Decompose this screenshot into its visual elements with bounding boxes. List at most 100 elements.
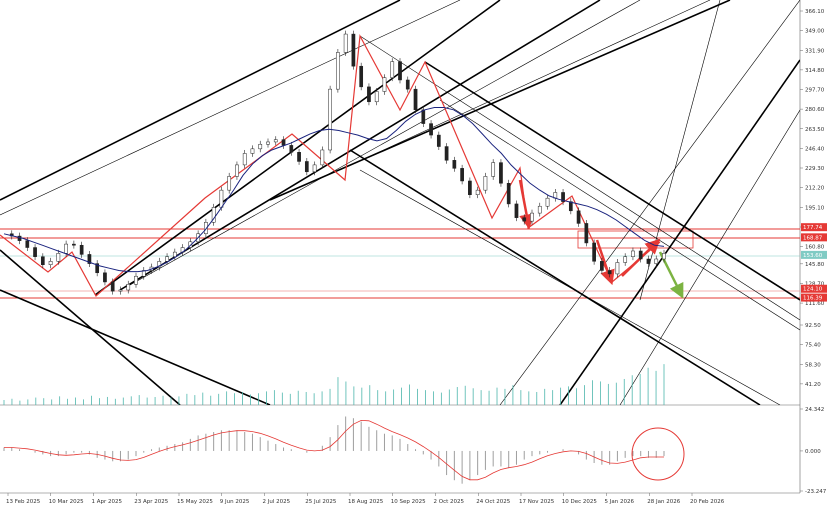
candle-body: [390, 61, 395, 78]
price-axis-label: 195.10: [805, 205, 825, 211]
oscillator-highlight-circle: [631, 427, 685, 481]
price-tag-label: 124.10: [803, 287, 823, 293]
candles: [9, 30, 666, 295]
price-tag-box: [801, 293, 827, 302]
date-axis-label: 2 Oct 2025: [434, 499, 465, 505]
date-axis-label: 9 Jun 2025: [220, 499, 250, 505]
candle-body: [568, 201, 573, 212]
price-axis-label: 145.80: [805, 262, 825, 268]
candle-body: [491, 162, 496, 177]
candle-body: [561, 192, 565, 202]
price-tags: 177.74 168.87 153.60 124.10 116.39: [801, 223, 827, 302]
price-tag-label: 177.74: [803, 225, 823, 231]
candle-body: [211, 207, 216, 223]
candle-body: [17, 235, 22, 241]
price-axis-label: 75.40: [805, 343, 821, 349]
price-axis-label: 111.60: [805, 301, 825, 307]
price-axis-label: 263.50: [805, 127, 825, 133]
candle-body: [654, 258, 659, 264]
price-axis-label: 92.50: [805, 323, 821, 329]
candle-body: [157, 261, 162, 268]
oscillator-axis-label: 0.000: [805, 449, 821, 455]
price-axis-label: 331.90: [805, 48, 825, 54]
candle-body: [312, 164, 317, 173]
date-axis-label: 5 Jan 2026: [605, 499, 635, 505]
resistance-zone-box[interactable]: [577, 230, 694, 249]
candle-body: [258, 143, 263, 150]
candle-body: [475, 189, 480, 195]
date-axis-label: 28 Jan 2026: [647, 499, 680, 505]
date-axis-label: 24 Oct 2025: [476, 499, 511, 505]
candle-body: [592, 242, 596, 262]
candle-body: [172, 251, 177, 257]
candle-body: [623, 256, 628, 263]
price-tag-box: [801, 233, 827, 242]
oscillator-panel[interactable]: 24.342 0.000 -23.247: [3, 407, 827, 495]
candle-body: [413, 88, 418, 111]
date-axis-label: 17 Nov 2025: [519, 499, 555, 505]
candle-body: [95, 263, 100, 274]
date-axis-label: 25 Jul 2025: [305, 499, 337, 505]
price-axis-label: 128.70: [805, 281, 825, 287]
candle-body: [429, 123, 433, 136]
candle-body: [638, 250, 643, 260]
price-tag-box: [801, 250, 827, 259]
candle-body: [56, 253, 61, 262]
candle-body: [126, 284, 131, 291]
candle-body: [118, 289, 123, 292]
candle-body: [483, 176, 488, 191]
candle-body: [281, 139, 286, 146]
candle-body: [266, 141, 270, 145]
candle-body: [72, 243, 76, 246]
price-axis-label: 160.80: [805, 245, 825, 251]
oscillator-axis: 24.342 0.000 -23.247: [800, 407, 827, 495]
candle-body: [436, 134, 441, 147]
price-axis-label: 212.20: [805, 186, 825, 192]
price-axis: 366.10 349.00 331.90 314.80 297.70 280.60 263.…: [800, 9, 825, 388]
candle-body: [250, 148, 255, 154]
price-panel[interactable]: [0, 0, 800, 405]
price-axis-label: 246.40: [805, 146, 825, 152]
candle-body: [48, 261, 53, 265]
candle-body: [405, 79, 410, 90]
moving-average-line: [3, 107, 665, 273]
candle-body: [444, 146, 449, 161]
candle-body: [398, 61, 402, 81]
candle-body: [79, 244, 84, 255]
date-axis-label: 15 May 2025: [177, 499, 213, 505]
price-tag-label: 168.87: [803, 235, 823, 241]
candle-body: [631, 250, 635, 257]
price-axis-label: 297.70: [805, 88, 825, 94]
candle-body: [514, 203, 519, 218]
candle-body: [204, 222, 208, 235]
candle-body: [522, 217, 527, 222]
candle-body: [134, 275, 138, 285]
candle-body: [468, 180, 472, 195]
candle-body: [607, 270, 612, 275]
price-tag-label: 153.60: [803, 253, 823, 259]
date-axis-label: 10 Sep 2025: [391, 499, 426, 505]
candle-body: [110, 281, 115, 292]
candle-body: [367, 86, 371, 103]
candle-body: [40, 256, 45, 265]
candle-body: [460, 168, 464, 182]
candle-body: [537, 205, 542, 214]
candle-body: [25, 240, 30, 248]
candle-body: [545, 197, 550, 207]
candle-body: [343, 33, 348, 53]
volume-bars: [3, 364, 665, 405]
channel-lines[interactable]: [0, 0, 800, 405]
candle-body: [64, 243, 68, 254]
candle-body: [351, 33, 356, 67]
date-axis-label: 23 Apr 2025: [134, 499, 169, 505]
price-axis-label: 58.30: [805, 362, 821, 368]
oscillator-axis-label: -23.247: [805, 489, 827, 495]
candle-body: [615, 262, 620, 275]
candle-body: [304, 161, 309, 173]
candle-body: [328, 88, 332, 151]
candle-body: [576, 210, 581, 224]
candle-body: [165, 256, 169, 262]
price-tag-box: [801, 223, 827, 232]
candle-body: [600, 261, 604, 271]
